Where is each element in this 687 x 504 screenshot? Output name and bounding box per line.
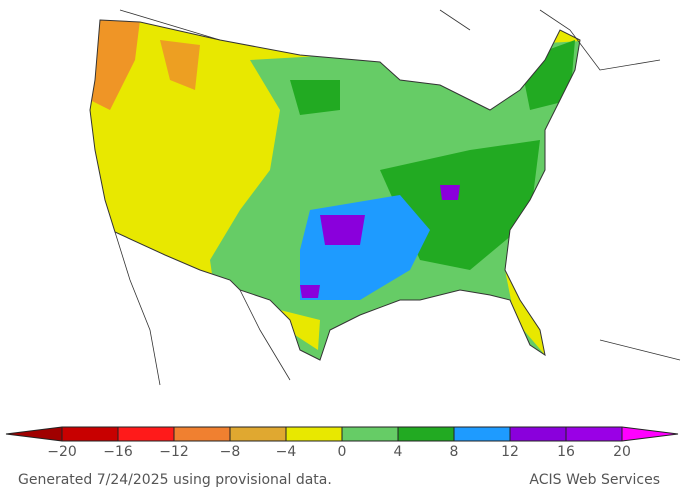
tick-label: 4 — [394, 444, 403, 460]
tick-label: −12 — [159, 444, 189, 460]
color-segment — [230, 427, 286, 441]
us-map — [89, 9, 681, 386]
tick-label: 16 — [557, 444, 575, 460]
tick-label: −8 — [220, 444, 241, 460]
color-segment — [174, 427, 230, 441]
tick-label: −4 — [276, 444, 297, 460]
color-triangle — [6, 427, 62, 441]
color-segment — [454, 427, 510, 441]
color-segment — [510, 427, 566, 441]
color-segment — [286, 427, 342, 441]
tick-label: 20 — [613, 444, 631, 460]
tick-label: 0 — [338, 444, 347, 460]
footer-left: Generated 7/24/2025 using provisional da… — [18, 472, 332, 488]
color-segment — [118, 427, 174, 441]
color-legend: −20 −16 −12 −8 −4 0 4 8 12 16 20 — [5, 426, 679, 460]
tick-label: 12 — [501, 444, 519, 460]
color-segment — [62, 427, 118, 441]
tick-label: −20 — [47, 444, 77, 460]
color-segment — [342, 427, 398, 441]
tick-label: 8 — [450, 444, 459, 460]
tick-label: −16 — [103, 444, 133, 460]
color-segment — [566, 427, 622, 441]
footer-right: ACIS Web Services — [529, 472, 660, 488]
color-segment — [398, 427, 454, 441]
color-triangle — [622, 427, 678, 441]
